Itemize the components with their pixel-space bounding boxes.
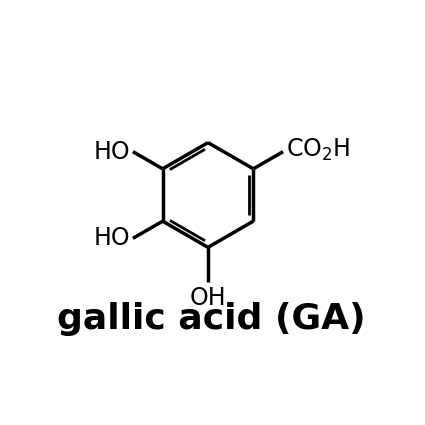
Text: OH: OH [190, 286, 226, 310]
Text: gallic acid (GA): gallic acid (GA) [57, 302, 366, 336]
Text: HO: HO [94, 140, 130, 164]
Text: HO: HO [94, 227, 130, 250]
Text: CO$_2$H: CO$_2$H [286, 137, 350, 163]
